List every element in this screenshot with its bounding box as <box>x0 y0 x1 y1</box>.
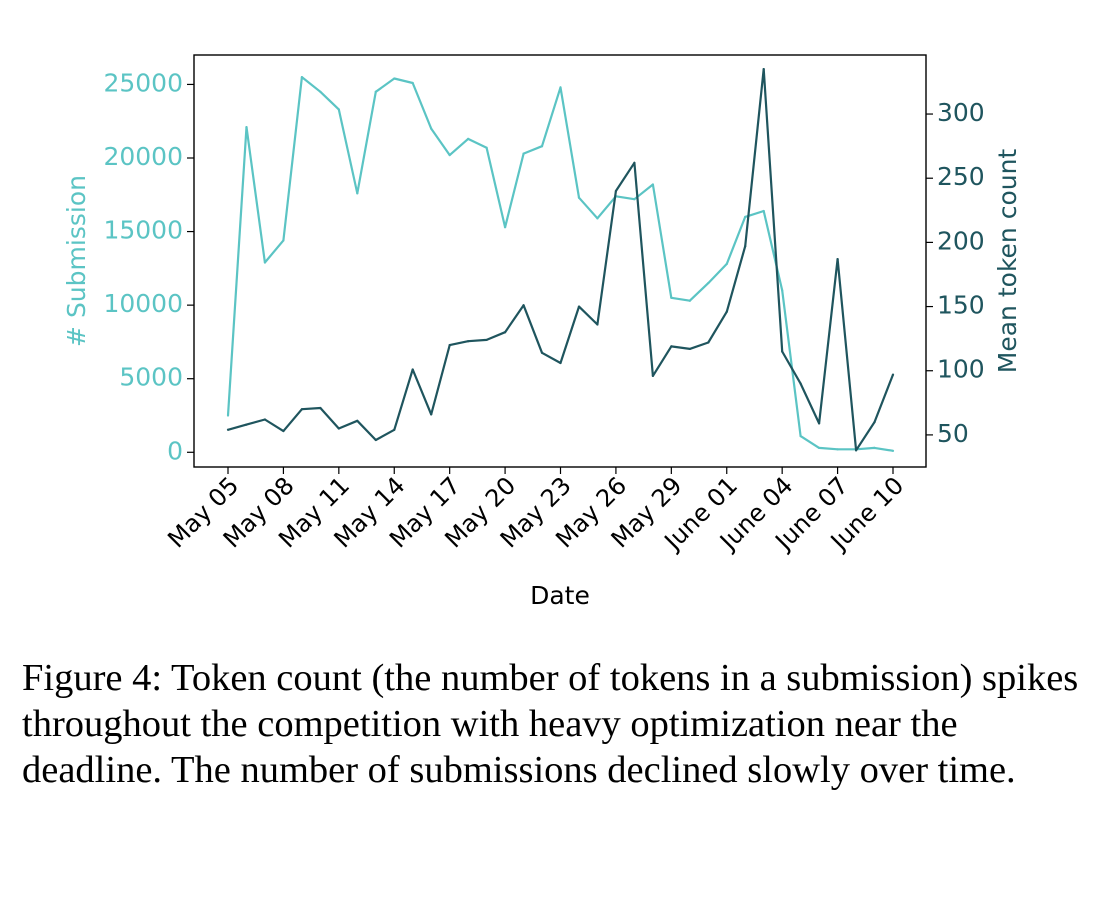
data-point <box>226 428 230 431</box>
data-point <box>263 418 267 421</box>
x-axis-label: Date <box>530 581 590 610</box>
data-point <box>891 449 895 452</box>
data-point <box>596 217 599 220</box>
data-point <box>393 77 396 80</box>
data-point <box>503 226 507 229</box>
data-point <box>448 153 451 157</box>
data-point <box>781 350 784 353</box>
data-point <box>467 137 470 140</box>
data-point <box>651 183 654 186</box>
data-point <box>836 448 839 451</box>
data-point <box>651 374 654 377</box>
series-line <box>226 75 894 452</box>
data-point <box>411 368 414 371</box>
data-point <box>670 345 673 348</box>
data-point <box>319 90 322 93</box>
series-mean-token-count <box>226 67 895 452</box>
data-point <box>356 192 359 195</box>
right-axis-tick-label: 50 <box>937 419 969 448</box>
data-point <box>799 382 802 385</box>
data-point <box>891 373 895 376</box>
left-axis-tick-label: 15000 <box>103 216 183 245</box>
data-point <box>762 209 765 213</box>
data-point <box>818 446 821 449</box>
left-axis-label: # Submission <box>62 175 91 347</box>
dual-axis-line-chart: 0 5000 10000 15000 20000 25000 50 100 150 200 250… <box>62 54 1022 610</box>
right-axis-tick-label: 100 <box>937 355 985 384</box>
right-axis-ticks: 50 100 150 200 250 300 <box>926 98 985 448</box>
data-point <box>707 341 710 344</box>
data-point <box>337 108 340 111</box>
data-point <box>393 428 396 431</box>
data-point <box>245 423 248 426</box>
data-point <box>374 90 377 93</box>
data-point <box>836 257 839 261</box>
data-point <box>448 343 451 347</box>
series-line <box>227 67 895 452</box>
data-point <box>559 86 562 89</box>
data-point <box>356 419 359 422</box>
data-point <box>522 152 525 155</box>
figure-caption: Figure 4: Token count (the number of tok… <box>22 657 1079 791</box>
data-point <box>503 331 507 334</box>
data-point <box>430 127 433 130</box>
data-point <box>282 239 285 242</box>
data-point <box>854 449 858 452</box>
data-point <box>688 347 691 351</box>
data-point <box>245 126 248 129</box>
data-point <box>633 198 636 201</box>
data-point <box>688 299 691 302</box>
data-point <box>762 68 765 71</box>
plot-area-frame <box>193 54 927 468</box>
left-axis-tick-label: 0 <box>167 436 183 465</box>
data-point <box>540 145 544 148</box>
right-axis-tick-label: 300 <box>937 98 985 127</box>
left-axis-tick-label: 20000 <box>103 142 183 171</box>
data-point <box>818 422 821 425</box>
data-point <box>319 406 322 410</box>
right-axis-tick-label: 150 <box>937 291 985 320</box>
data-point <box>577 196 581 199</box>
data-point <box>467 340 470 343</box>
data-point <box>485 338 488 342</box>
data-point <box>559 361 562 365</box>
data-point <box>744 245 747 248</box>
right-axis-tick-label: 250 <box>937 162 985 191</box>
data-point <box>614 189 618 193</box>
data-point <box>670 296 673 299</box>
data-point <box>799 435 802 438</box>
data-point <box>411 81 414 85</box>
data-point <box>725 262 728 266</box>
data-point <box>522 304 525 307</box>
data-point <box>337 427 340 430</box>
data-point <box>485 146 488 149</box>
series-submission <box>226 75 895 452</box>
data-point <box>873 446 876 449</box>
data-point <box>725 310 728 313</box>
data-point <box>540 351 544 354</box>
series-layer <box>226 67 895 452</box>
right-axis-tick-label: 200 <box>937 226 985 255</box>
data-point <box>744 215 747 218</box>
left-axis-tick-label: 10000 <box>103 289 183 318</box>
data-point <box>596 323 599 326</box>
left-axis-tick-label: 5000 <box>119 363 183 392</box>
data-point <box>282 429 285 433</box>
left-axis-tick-label: 25000 <box>103 68 183 97</box>
data-point <box>707 281 710 285</box>
data-point <box>300 408 303 411</box>
data-point <box>633 161 636 164</box>
right-axis-label: Mean token count <box>993 149 1022 374</box>
data-point <box>300 75 303 79</box>
data-point <box>374 438 377 442</box>
data-point <box>263 261 267 264</box>
left-axis-ticks: 0 5000 10000 15000 20000 25000 <box>103 68 194 465</box>
data-point <box>226 414 230 417</box>
data-point <box>430 413 433 416</box>
data-point <box>873 420 876 424</box>
data-point <box>781 289 784 292</box>
data-point <box>577 305 581 308</box>
